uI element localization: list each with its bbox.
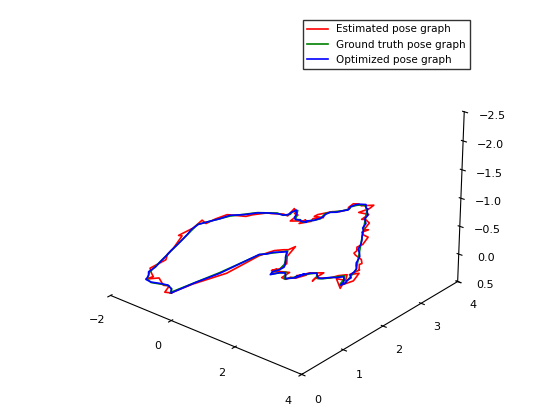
Legend: Estimated pose graph, Ground truth pose graph, Optimized pose graph: Estimated pose graph, Ground truth pose … xyxy=(302,20,470,69)
